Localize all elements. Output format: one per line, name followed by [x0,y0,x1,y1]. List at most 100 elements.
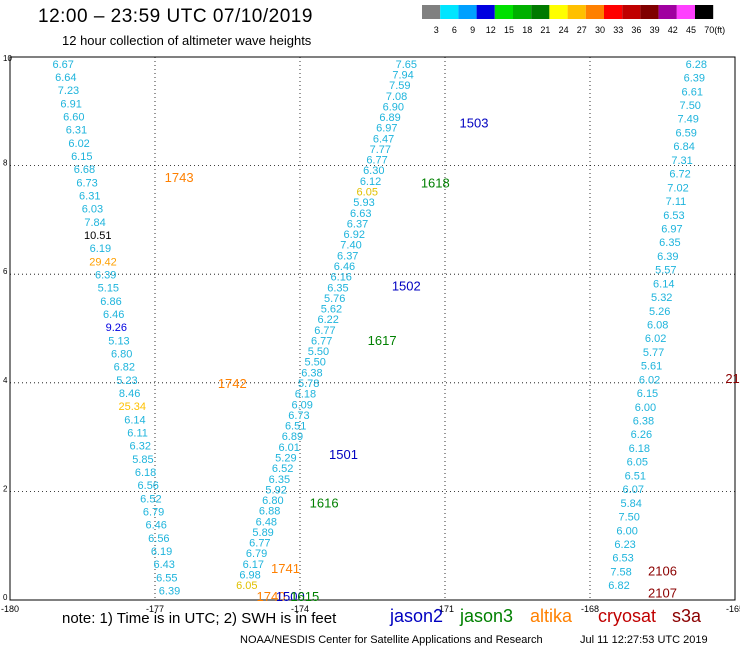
wave-height-value: 6.14 [653,278,674,290]
legend-label: 24 [559,25,569,35]
wave-height-value: 6.48 [256,516,277,528]
wave-height-value: 6.84 [673,141,694,153]
legend-label: 9 [470,25,475,35]
x-tick-label: -168 [581,604,599,614]
pass-time-label: 1617 [368,333,397,348]
pass-time-label: 1743 [165,170,194,185]
wave-height-value: 6.51 [625,470,646,482]
pass-time-label: 1615 [290,589,319,604]
wave-height-value: 6.97 [376,123,397,135]
wave-height-value: 6.92 [344,229,365,241]
wave-height-value: 6.86 [100,296,121,308]
wave-height-value: 6.79 [143,507,164,519]
wave-height-value: 7.65 [396,59,417,71]
legend-swatch-27 [567,5,586,19]
wave-height-value: 7.31 [671,155,692,167]
wave-height-value: 8.46 [119,388,140,400]
legend-label: 12 [486,25,496,35]
wave-height-value: 6.09 [291,399,312,411]
wave-height-value: 5.23 [116,375,137,387]
wave-height-value: 6.28 [686,59,707,71]
wave-height-value: 6.02 [639,374,660,386]
wave-height-value: 7.08 [386,91,407,103]
wave-height-value: 6.14 [124,414,145,426]
wave-height-value: 6.77 [249,538,270,550]
wave-height-value: 6.37 [337,250,358,262]
wave-height-value: 6.53 [663,210,684,222]
wave-height-value: 7.58 [610,566,631,578]
wave-height-value: 6.77 [366,155,387,167]
wave-height-value: 5.13 [108,335,129,347]
wave-height-value: 6.18 [629,443,650,455]
legend-swatch-33 [604,5,623,19]
wave-height-value: 6.52 [272,463,293,475]
wave-height-value: 6.60 [63,112,84,124]
wave-height-value: 6.56 [148,533,169,545]
wave-height-value: 6.05 [236,580,257,592]
pass-time-label: 2107 [648,585,677,600]
wave-height-value: 6.73 [76,177,97,189]
legend-swatch-3 [422,5,441,19]
wave-height-value: 9.26 [106,322,127,334]
wave-height-value: 6.12 [360,176,381,188]
legend-swatch-30 [585,5,604,19]
wave-height-value: 7.23 [58,85,79,97]
wave-height-value: 6.15 [637,388,658,400]
credit-line: NOAA/NESDIS Center for Satellite Applica… [240,634,543,646]
chart-title: 12:00 – 23:59 UTC 07/10/2019 [38,6,313,27]
legend-swatch-39 [640,5,659,19]
wave-height-value: 6.43 [153,559,174,571]
pass-time-label: 1740 [257,589,286,604]
wave-height-value: 6.39 [95,270,116,282]
y-tick-label: 2 [3,484,8,493]
wave-height-value: 6.38 [301,367,322,379]
wave-height-value: 7.11 [666,196,687,208]
wave-height-value: 5.57 [655,265,676,277]
x-tick-label: -180 [1,604,19,614]
wave-height-value: 10.51 [84,230,112,242]
wave-height-value: 6.46 [103,309,124,321]
wave-height-value: 5.50 [304,357,325,369]
wave-height-value: 7.77 [370,144,391,156]
legend-swatch-36 [622,5,641,19]
pass-time-label: 1741 [271,561,300,576]
legend-label: 33 [613,25,623,35]
legend-unit: (ft) [714,25,725,35]
y-tick-label: 6 [3,267,8,276]
wave-height-value: 6.07 [623,484,644,496]
wave-height-value: 6.63 [350,208,371,220]
wave-height-value: 6.72 [669,169,690,181]
wave-height-value: 5.92 [265,484,286,496]
wave-height-value: 6.02 [645,333,666,345]
legend-swatch-70 [695,5,714,19]
wave-height-value: 25.34 [119,401,147,413]
mission-cryosat: cryosat [598,606,657,626]
wave-height-value: 6.46 [145,520,166,532]
wave-height-value: 6.61 [682,86,703,98]
legend-label: 15 [504,25,514,35]
wave-height-value: 7.02 [667,182,688,194]
wave-height-value: 6.51 [285,421,306,433]
wave-height-value: 6.53 [612,553,633,565]
wave-height-value: 6.67 [52,59,73,71]
x-tick-label: -171 [436,604,454,614]
wave-height-value: 7.94 [392,69,413,81]
wave-height-value: 6.37 [347,218,368,230]
legend-swatch-24 [549,5,568,19]
legend-label: 45 [686,25,696,35]
wave-height-value: 6.18 [135,467,156,479]
pass-time-label: 1742 [218,376,247,391]
wave-height-value: 6.56 [138,480,159,492]
wave-height-value: 6.19 [151,546,172,558]
mission-s3a: s3a [672,606,702,626]
y-tick-label: 10 [3,54,12,63]
wave-height-value: 6.91 [60,98,81,110]
wave-height-value: 6.97 [661,223,682,235]
legend-label: 42 [668,25,678,35]
wave-height-value: 6.77 [314,325,335,337]
wave-height-value: 6.31 [66,125,87,137]
wave-height-value: 5.93 [353,197,374,209]
wave-height-value: 5.32 [651,292,672,304]
wave-height-value: 5.77 [643,347,664,359]
wave-height-value: 6.05 [627,457,648,469]
